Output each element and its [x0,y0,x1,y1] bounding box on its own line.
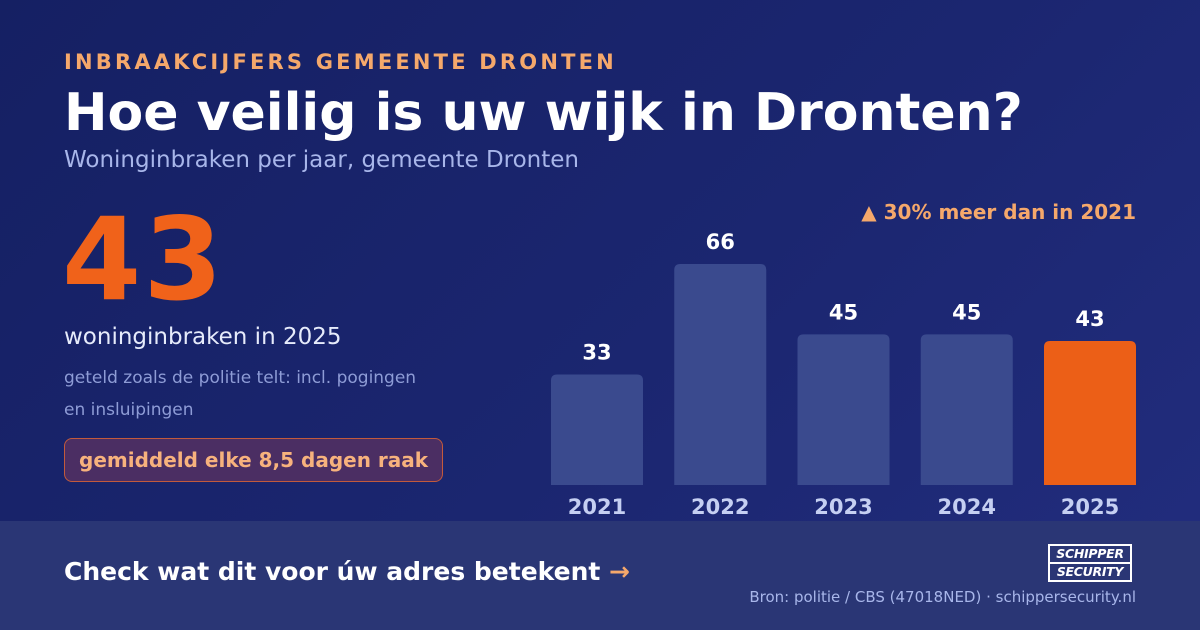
value-label-2025: 43 [1075,307,1104,331]
page-title: Hoe veilig is uw wijk in Dronten? [64,83,1023,143]
highlight-caption: woninginbraken in 2025 [64,324,342,350]
bar-2021 [551,374,643,485]
highlight-number: 43 [62,193,225,326]
triangle-up-icon: ▲ [861,200,877,224]
value-label-2022: 66 [706,230,735,254]
bar-2024 [920,334,1013,485]
counting-note: geteld zoals de politie telt: incl. pogi… [64,368,417,420]
value-label-2024: 45 [952,300,981,324]
category-label-2021: 2021 [568,495,626,519]
change-text: 30% meer dan in 2021 [883,200,1136,224]
logo-line-1: SCHIPPER [1050,546,1130,564]
category-label-2023: 2023 [814,495,872,519]
footer-bar [0,521,1200,630]
value-label-2021: 33 [582,341,611,365]
eyebrow-label: INBRAAKCIJFERS GEMEENTE DRONTEN [64,50,617,74]
bar-2023 [797,334,890,485]
category-label-2024: 2024 [938,495,996,519]
change-indicator: ▲ 30% meer dan in 2021 [861,200,1136,224]
arrow-right-icon[interactable]: → [609,557,630,586]
bar-2022 [674,264,767,485]
bar-2025 [1044,341,1136,485]
category-label-2022: 2022 [691,495,749,519]
value-label-2023: 45 [829,300,858,324]
page-subtitle: Woninginbraken per jaar, gemeente Dronte… [64,147,580,173]
cta-text[interactable]: Check wat dit voor úw adres betekent [64,557,601,586]
logo-line-2: SECURITY [1056,564,1124,579]
source-note: Bron: politie / CBS (47018NED) · schippe… [749,588,1136,606]
cta-link[interactable]: Check wat dit voor úw adres betekent → [64,557,630,586]
frequency-badge: gemiddeld elke 8,5 dagen raak [64,438,444,482]
brand-logo: SCHIPPER SECURITY [1048,544,1132,582]
category-label-2025: 2025 [1061,495,1119,519]
